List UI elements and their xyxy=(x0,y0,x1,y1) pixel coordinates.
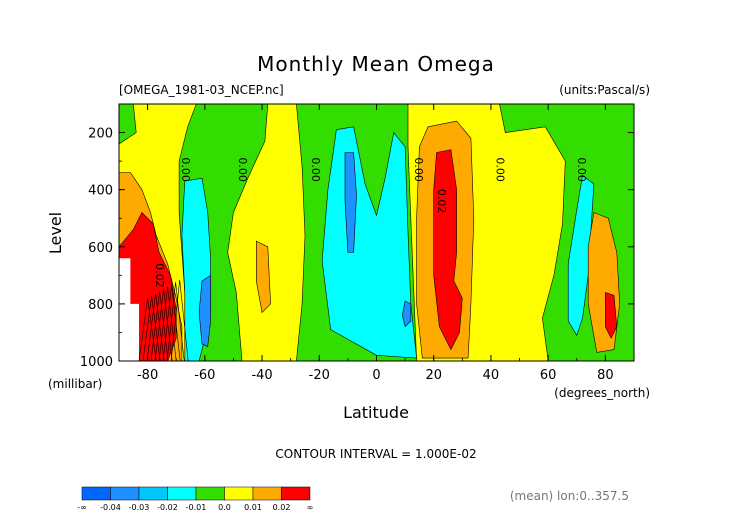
x-tick-label-0: -80 xyxy=(137,368,158,383)
chart-title: Monthly Mean Omega xyxy=(257,52,495,76)
dense-contour-line-7 xyxy=(166,282,185,361)
y-tick-label-0: 200 xyxy=(88,127,113,142)
dense-contour-line-3 xyxy=(150,291,169,361)
y-tick-label-1: 400 xyxy=(88,184,113,199)
colorbar-label-8: ∞ xyxy=(307,503,314,512)
missing-data-region-0 xyxy=(119,258,139,361)
colorbar-label-7: 0.02 xyxy=(273,503,291,512)
colorbar-swatch-3 xyxy=(167,486,197,501)
colorbar-swatch-7 xyxy=(281,486,311,501)
contour-label-2: 0.00 xyxy=(309,157,322,182)
contour-label-5: 0.00 xyxy=(494,157,507,182)
colorbar-label-6: 0.01 xyxy=(244,503,262,512)
dense-contour-line-2 xyxy=(146,293,165,361)
colorbar-label-1: -0.04 xyxy=(100,503,121,512)
y-axis-units: (millibar) xyxy=(48,377,102,391)
contour-label-1: 0.00 xyxy=(236,157,249,182)
contour-region-10 xyxy=(401,300,412,328)
contour-label-4: 0.02 xyxy=(435,189,448,214)
colorbar-swatch-5 xyxy=(224,486,254,501)
units-label: (units:Pascal/s) xyxy=(559,83,650,97)
colorbar-swatch-1 xyxy=(110,486,140,501)
contour-labels: 0.00 0.00 0.00 0.00 0.02 0.00 0.00 0.02 xyxy=(153,157,588,287)
x-tick-label-8: 80 xyxy=(597,368,614,383)
contour-interval-label: CONTOUR INTERVAL = 1.000E-02 xyxy=(275,447,476,461)
contour-region-8 xyxy=(344,152,357,253)
y-axis-ticks: 200 400 600 800 1000 xyxy=(80,103,634,370)
x-tick-label-2: -40 xyxy=(251,368,272,383)
dense-contour-line-8 xyxy=(170,279,189,361)
y-tick-label-2: 600 xyxy=(88,241,113,256)
y-tick-label-4: 1000 xyxy=(80,355,113,370)
mean-label: (mean) lon:0..357.5 xyxy=(510,489,629,503)
contour-region-16 xyxy=(433,149,463,351)
y-tick-label-3: 800 xyxy=(88,298,113,313)
x-axis-label: Latitude xyxy=(343,403,409,422)
contour-label-6: 0.00 xyxy=(575,157,588,182)
x-tick-label-1: -60 xyxy=(194,368,215,383)
contour-region-7 xyxy=(567,174,595,337)
contour-region-9 xyxy=(198,274,211,348)
colorbar-swatch-0 xyxy=(81,486,111,501)
plot-area xyxy=(119,104,634,361)
colorbar-label-4: -0.01 xyxy=(186,503,207,512)
x-axis-units: (degrees_north) xyxy=(554,386,650,400)
x-tick-label-6: 40 xyxy=(483,368,500,383)
colorbar-swatch-4 xyxy=(195,486,225,501)
y-axis-label: Level xyxy=(46,212,65,254)
contour-region-4 xyxy=(119,104,137,145)
contour-label-3: 0.00 xyxy=(412,157,425,182)
dense-contour-line-4 xyxy=(154,288,173,361)
contour-region-17 xyxy=(605,292,618,339)
colorbar-swatch-2 xyxy=(138,486,168,501)
colorbar-label-5: 0.0 xyxy=(218,503,231,512)
dense-contour-line-6 xyxy=(162,284,181,361)
colorbar: -∞ -0.04 -0.03 -0.02 -0.01 0.0 0.01 0.02 ∞ xyxy=(77,486,314,512)
x-tick-label-3: -20 xyxy=(309,368,330,383)
contour-label-7: 0.02 xyxy=(153,263,166,288)
colorbar-label-2: -0.03 xyxy=(129,503,150,512)
colorbar-label-3: -0.02 xyxy=(157,503,178,512)
contour-region-13 xyxy=(255,240,271,314)
x-tick-label-7: 60 xyxy=(540,368,557,383)
x-tick-label-4: 0 xyxy=(372,368,380,383)
dense-contour-line-5 xyxy=(158,286,177,361)
dense-contour-lines xyxy=(138,279,189,361)
x-axis-ticks: -80 -60 -40 -20 0 20 40 60 80 xyxy=(118,104,635,383)
file-label: [OMEGA_1981-03_NCEP.nc] xyxy=(119,83,284,97)
contour-label-0: 0.00 xyxy=(179,157,192,182)
colorbar-label-0: -∞ xyxy=(77,503,87,512)
colorbar-swatch-6 xyxy=(252,486,282,501)
x-tick-label-5: 20 xyxy=(425,368,442,383)
contour-fills xyxy=(119,104,634,361)
